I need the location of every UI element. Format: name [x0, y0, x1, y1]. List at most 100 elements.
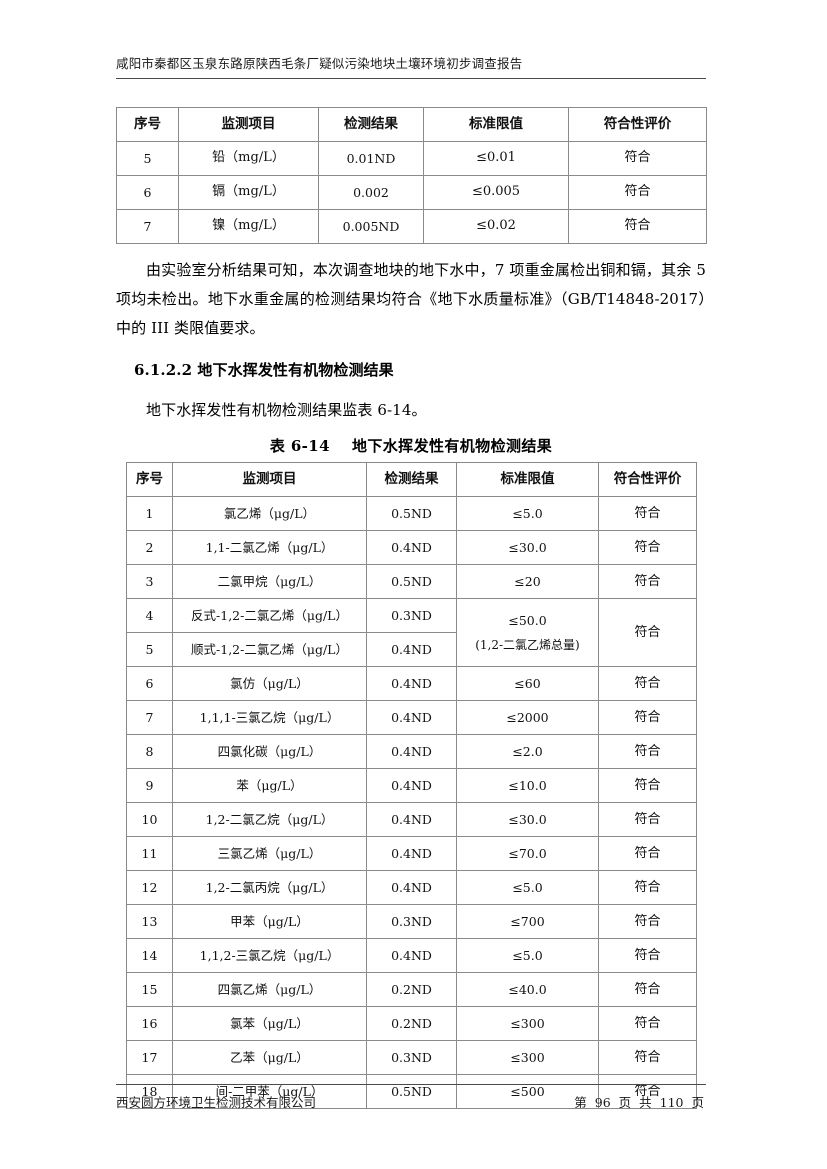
- cell-compliance: 符合: [598, 598, 697, 668]
- table-row: 16 氯苯（μg/L） 0.2ND ≤300 符合: [126, 1006, 697, 1042]
- cell-result: 0.4ND: [366, 802, 457, 838]
- column-header-result: 检测结果: [318, 106, 424, 142]
- page-footer: 西安圆方环境卫生检测技术有限公司 第 96 页 共 110 页: [116, 1084, 706, 1111]
- table-row: 1 氯乙烯（μg/L） 0.5ND ≤5.0 符合: [126, 496, 697, 532]
- table-header-row: 序号 监测项目 检测结果 标准限值 符合性评价: [126, 462, 697, 498]
- cell-limit: ≤300: [456, 1006, 599, 1042]
- caption-title: 地下水挥发性有机物检测结果: [351, 437, 553, 456]
- cell-limit: ≤30.0: [456, 802, 599, 838]
- cell-compliance: 符合: [598, 496, 697, 532]
- paragraph-groundwater-summary: 由实验室分析结果可知，本次调查地块的地下水中，7 项重金属检出铜和镉，其余 5 …: [116, 260, 706, 338]
- cell-no: 3: [126, 564, 173, 600]
- cell-item: 氯仿（μg/L）: [172, 666, 367, 702]
- table-row: 7 1,1,1-三氯乙烷（μg/L） 0.4ND ≤2000 符合: [126, 700, 697, 736]
- cell-item: 三氯乙烯（μg/L）: [172, 836, 367, 872]
- column-header-item: 监测项目: [178, 106, 319, 142]
- table-row: 18 间-二甲苯（μg/L） 0.5ND ≤500 符合: [126, 1074, 697, 1110]
- cell-limit: ≤0.01: [423, 140, 569, 176]
- cell-limit: ≤70.0: [456, 836, 599, 872]
- table-row: 5 铅（mg/L） 0.01ND ≤0.01 符合: [116, 140, 707, 176]
- cell-item: 1,2-二氯丙烷（μg/L）: [172, 870, 367, 906]
- column-header-no: 序号: [126, 462, 173, 498]
- column-header-result: 检测结果: [366, 462, 457, 498]
- cell-limit: ≤500: [456, 1074, 599, 1110]
- cell-limit: ≤40.0: [456, 972, 599, 1008]
- cell-result: 0.3ND: [366, 598, 457, 634]
- cell-limit: ≤300: [456, 1040, 599, 1076]
- cell-no: 14: [126, 938, 173, 974]
- footer-row: 西安圆方环境卫生检测技术有限公司 第 96 页 共 110 页: [116, 1092, 706, 1111]
- cell-compliance: 符合: [598, 972, 697, 1008]
- cell-limit: ≤700: [456, 904, 599, 940]
- cell-no: 6: [116, 174, 179, 210]
- cell-item: 四氯乙烯（μg/L）: [172, 972, 367, 1008]
- cell-compliance: 符合: [598, 1040, 697, 1076]
- cell-item: 二氯甲烷（μg/L）: [172, 564, 367, 600]
- cell-item: 1,1,2-三氯乙烷（μg/L）: [172, 938, 367, 974]
- page-unit-2: 页: [691, 1095, 704, 1110]
- cell-no: 8: [126, 734, 173, 770]
- voc-results-table: 序号 监测项目 检测结果 标准限值 符合性评价 1 氯乙烯（μg/L） 0.5ND ≤…: [126, 462, 697, 1110]
- table-caption: 表 6-14 地下水挥发性有机物检测结果: [116, 435, 706, 456]
- cell-no: 10: [126, 802, 173, 838]
- cell-no: 1: [126, 496, 173, 532]
- table-row: 12 1,2-二氯丙烷（μg/L） 0.4ND ≤5.0 符合: [126, 870, 697, 906]
- cell-result: 0.3ND: [366, 1040, 457, 1076]
- table-row: 11 三氯乙烯（μg/L） 0.4ND ≤70.0 符合: [126, 836, 697, 872]
- cell-limit: ≤2.0: [456, 734, 599, 770]
- cell-compliance: 符合: [568, 140, 707, 176]
- cell-result: 0.4ND: [366, 870, 457, 906]
- cell-limit: ≤5.0: [456, 938, 599, 974]
- footer-page-number: 第 96 页 共 110 页: [572, 1092, 706, 1111]
- table-row: 7 镍（mg/L） 0.005ND ≤0.02 符合: [116, 208, 707, 244]
- cell-limit: ≤0.02: [423, 208, 569, 244]
- cell-compliance: 符合: [598, 802, 697, 838]
- page-prefix: 第: [574, 1095, 587, 1110]
- running-header: 咸阳市秦都区玉泉东路原陕西毛条厂疑似污染地块土壤环境初步调查报告: [116, 0, 706, 73]
- cell-no: 16: [126, 1006, 173, 1042]
- cell-result: 0.4ND: [366, 734, 457, 770]
- limit-note: (1,2-二氯乙烯总量): [475, 638, 580, 653]
- cell-result: 0.4ND: [366, 938, 457, 974]
- cell-limit: ≤30.0: [456, 530, 599, 566]
- cell-limit: ≤0.005: [423, 174, 569, 210]
- cell-no: 5: [126, 632, 173, 668]
- cell-no: 18: [126, 1074, 173, 1110]
- cell-compliance: 符合: [598, 1074, 697, 1110]
- page-unit-1: 页: [618, 1095, 632, 1110]
- cell-no: 7: [126, 700, 173, 736]
- heavy-metals-table: 序号 监测项目 检测结果 标准限值 符合性评价 5 铅（mg/L） 0.01ND…: [116, 106, 707, 244]
- footer-company: 西安圆方环境卫生检测技术有限公司: [116, 1095, 317, 1110]
- table-row: 15 四氯乙烯（μg/L） 0.2ND ≤40.0 符合: [126, 972, 697, 1008]
- cell-compliance: 符合: [598, 904, 697, 940]
- cell-compliance: 符合: [598, 530, 697, 566]
- cell-item: 镉（mg/L）: [178, 174, 319, 210]
- paragraph-voc-intro: 地下水挥发性有机物检测结果监表 6-14。: [146, 401, 427, 420]
- cell-limit: ≤5.0: [456, 496, 599, 532]
- running-header-title: 咸阳市秦都区玉泉东路原陕西毛条厂疑似污染地块土壤环境初步调查报告: [116, 56, 523, 71]
- cell-no: 9: [126, 768, 173, 804]
- cell-compliance: 符合: [568, 174, 707, 210]
- cell-result: 0.005ND: [318, 208, 424, 244]
- cell-item: 顺式-1,2-二氯乙烯（μg/L）: [172, 632, 367, 668]
- cell-result: 0.4ND: [366, 700, 457, 736]
- cell-item: 铅（mg/L）: [178, 140, 319, 176]
- cell-no: 15: [126, 972, 173, 1008]
- cell-no: 11: [126, 836, 173, 872]
- column-header-item: 监测项目: [172, 462, 367, 498]
- cell-no: 7: [116, 208, 179, 244]
- table-row: 6 镉（mg/L） 0.002 ≤0.005 符合: [116, 174, 707, 210]
- cell-result: 0.2ND: [366, 1006, 457, 1042]
- cell-no: 12: [126, 870, 173, 906]
- cell-no: 4: [126, 598, 173, 634]
- table-row: 17 乙苯（μg/L） 0.3ND ≤300 符合: [126, 1040, 697, 1076]
- cell-result: 0.5ND: [366, 564, 457, 600]
- cell-item: 氯乙烯（μg/L）: [172, 496, 367, 532]
- table-row: 4 反式-1,2-二氯乙烯（μg/L） 0.3ND ≤50.0 (1,2-二氯乙烯总量)…: [126, 598, 697, 668]
- cell-compliance: 符合: [598, 700, 697, 736]
- cell-result: 0.4ND: [366, 666, 457, 702]
- cell-no: 13: [126, 904, 173, 940]
- cell-result: 0.002: [318, 174, 424, 210]
- cell-limit: ≤20: [456, 564, 599, 600]
